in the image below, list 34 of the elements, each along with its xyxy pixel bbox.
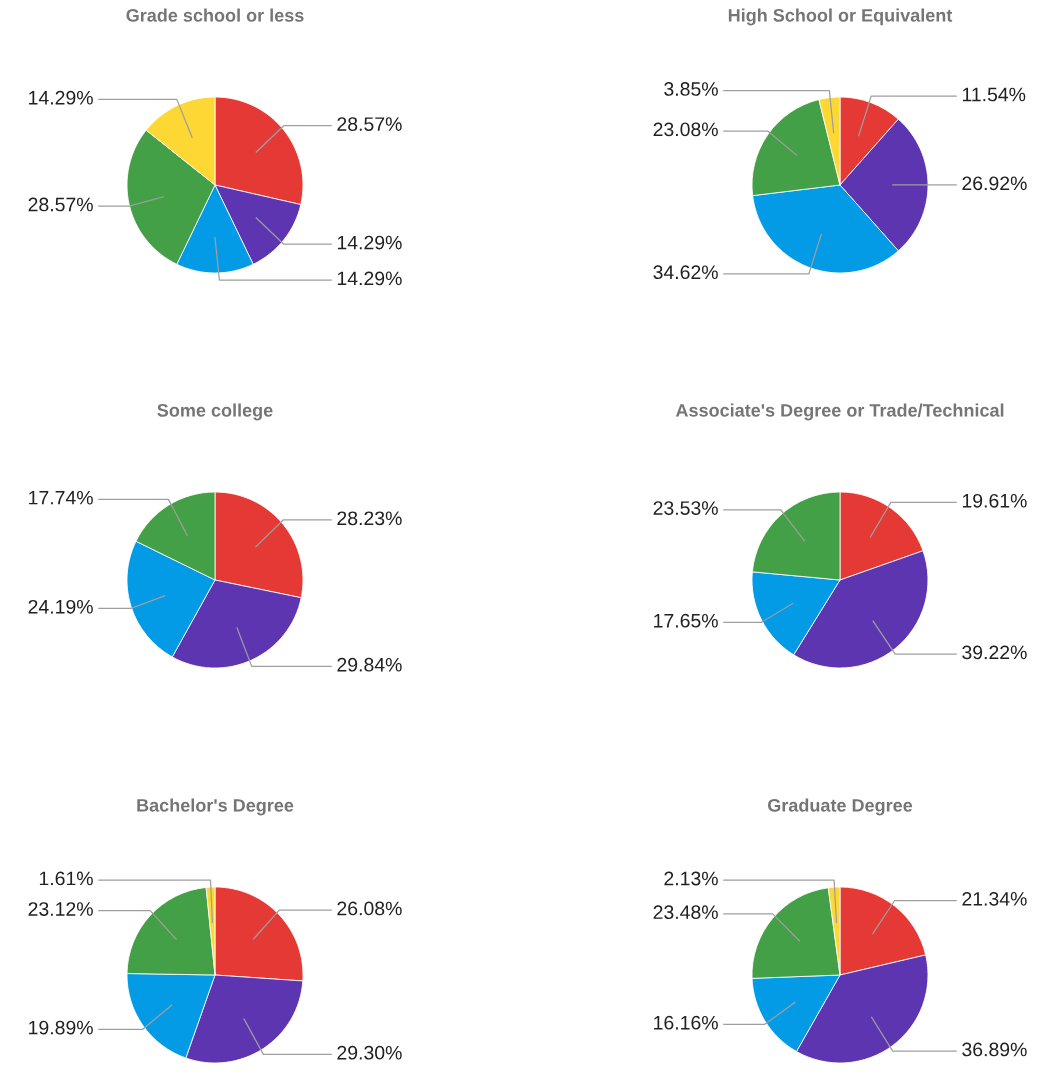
chart-title: Associate's Degree or Trade/Technical [675, 403, 1004, 421]
data-label: 26.08% [337, 901, 402, 916]
data-label: 3.85% [664, 82, 718, 96]
data-label: 29.84% [337, 657, 402, 672]
data-label: 16.16% [654, 1015, 718, 1030]
chart-title: Bachelor's Degree [137, 798, 294, 816]
chart-title: High School or Equivalent [728, 8, 953, 26]
data-label: 28.23% [337, 511, 402, 526]
data-label: 17.65% [654, 613, 718, 628]
data-label: 14.29% [337, 271, 402, 286]
data-label: 34.62% [653, 265, 718, 280]
data-label: 26.92% [962, 176, 1027, 191]
data-label: 21.34% [962, 891, 1027, 906]
data-label: 23.48% [653, 905, 718, 920]
data-label: 14.29% [337, 235, 402, 250]
data-label: 28.57% [28, 197, 93, 212]
data-label: 36.89% [962, 1042, 1027, 1057]
data-label: 19.61% [962, 493, 1027, 508]
data-label: 11.54% [962, 87, 1026, 102]
data-label: 23.08% [653, 122, 718, 137]
chart-title: Some college [157, 403, 273, 421]
data-label: 1.61% [39, 871, 93, 886]
data-label: 24.19% [28, 599, 93, 614]
data-label: 23.12% [28, 902, 93, 916]
data-label: 28.57% [337, 117, 402, 131]
chart-title: Graduate Degree [768, 798, 913, 816]
data-label: 14.29% [29, 90, 93, 105]
data-label: 17.74% [29, 490, 93, 505]
data-label: 2.13% [664, 871, 718, 886]
data-label: 23.53% [653, 501, 718, 515]
data-label: 39.22% [962, 645, 1027, 660]
chart-title: Grade school or less [126, 8, 304, 22]
data-label: 19.89% [29, 1020, 93, 1035]
data-label: 29.30% [337, 1045, 402, 1060]
